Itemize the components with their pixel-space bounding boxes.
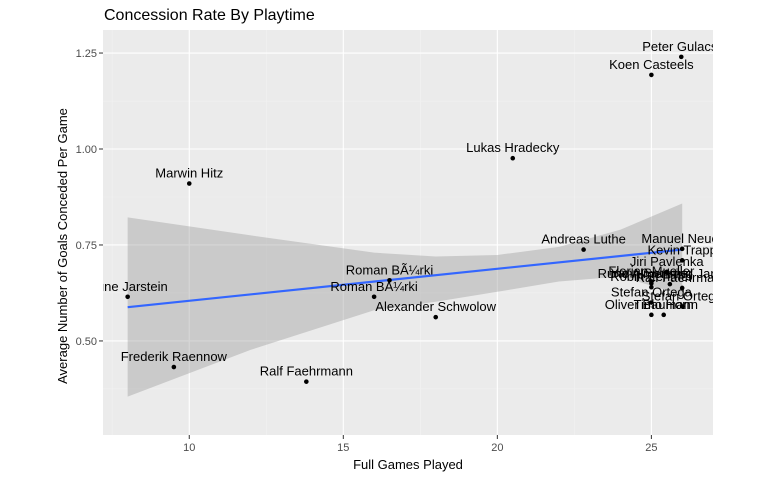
point-label: Ralf Faehrmann [636,270,729,285]
data-point [510,155,516,161]
point-label: Peter Gulacsi [642,39,720,54]
data-point [649,72,654,78]
point-label: Roman BÃ¼rki [346,262,434,277]
data-point [678,54,684,60]
data-point [387,277,392,283]
data-point [649,312,654,318]
data-point [679,246,685,252]
x-tick-label: 25 [645,442,657,454]
points-layer [125,54,685,384]
point-label: Manuel Neuer [641,231,723,246]
y-tick-label: 1.00 [76,144,97,156]
chart-title: Concession Rate By Playtime [104,7,315,24]
point-label: Ralf Faehrmann [260,364,353,379]
point-label: Robin Zentner [610,269,693,284]
trend-layer [127,248,683,309]
point-label: Oliver Baumann [605,297,698,312]
grid [103,30,713,435]
y-tick-label: 1.25 [76,48,97,60]
data-point [649,300,654,305]
point-label: Andreas Luthe [541,232,626,247]
point-label: Timo Horn [634,297,694,312]
data-point [371,294,377,300]
point-label: Stefan Ortega [642,288,724,303]
point-label: Lukas Hradecky [466,140,560,155]
data-point [664,269,670,275]
data-point [171,364,177,370]
data-point [581,247,586,252]
point-label: Alexander Schwolow [375,299,496,314]
data-point [186,181,192,186]
point-label: Koen Casteels [609,57,694,72]
data-point [667,281,673,287]
point-labels-layer: Peter Gulacsi Koen Casteels Lukas Hradecky… [88,39,743,379]
x-tick-label: 20 [491,442,503,454]
y-tick-label: 0.50 [76,336,97,348]
data-point [125,294,130,300]
plot-panel [103,30,713,435]
point-label: Marwin Hitz [155,166,223,181]
data-point [679,258,685,263]
data-point [304,379,309,384]
x-axis-title: Full Games Played [353,457,463,472]
y-axis-title: Average Number of Goals Conceded Per Gam… [55,108,70,384]
data-point [679,304,685,309]
point-label: Stefan Ortega [611,285,693,300]
data-point [679,285,685,291]
panel-background [103,30,713,435]
point-label: Jiri Pavlenka [630,254,704,269]
y-tick-label: 0.75 [76,240,97,252]
point-label: Kevin Trapp [648,242,717,257]
data-point [649,281,654,286]
x-tick-label: 15 [337,442,349,454]
point-label: Florian Mueller [608,263,695,278]
confidence-band [127,203,683,397]
confidence-band-layer [127,203,683,397]
point-label: Roman BA¼rki [330,279,418,294]
data-point [661,312,667,318]
data-point [433,314,439,320]
point-label: Yann Sommer [610,265,693,280]
data-point [649,284,654,290]
point-label: Rune Jarstein [88,279,168,294]
point-label: Rune Almenning Jarstein [598,266,743,281]
x-tick-label: 10 [183,442,195,454]
point-label: Frederik Raennow [121,349,228,364]
axes-layer: 10 15 20 25 0.50 0.75 1.00 1.25 [76,48,658,454]
trend-line [127,248,683,309]
